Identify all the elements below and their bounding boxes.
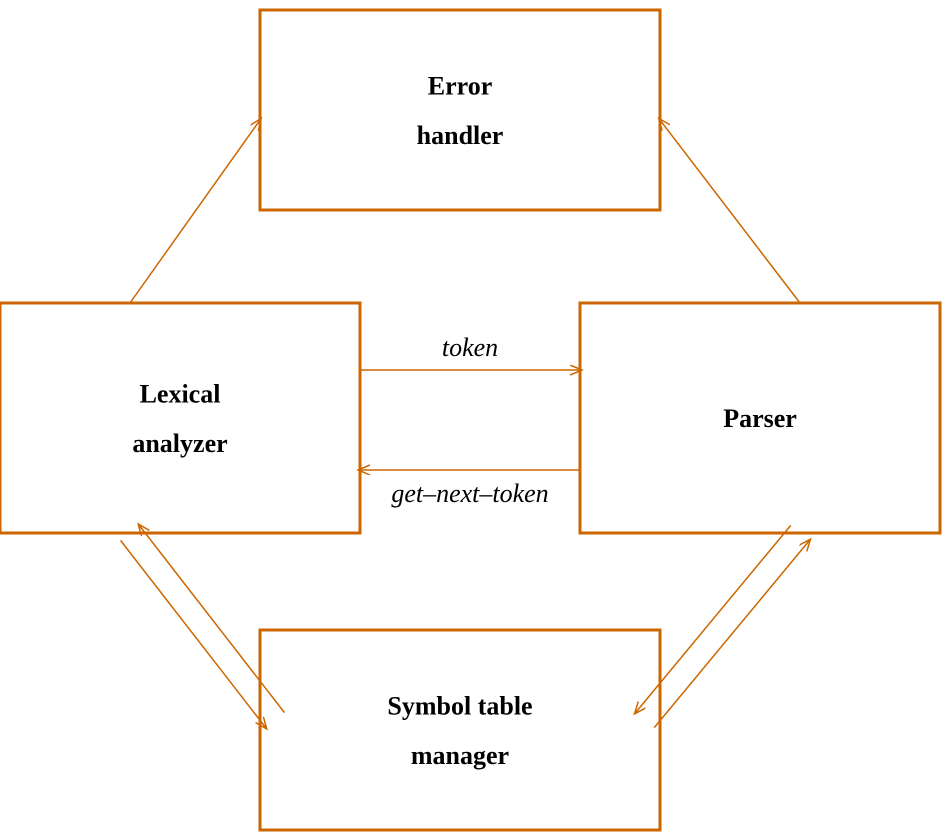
node-symtab — [260, 630, 660, 830]
node-symtab-label-1: manager — [411, 741, 509, 770]
node-error-label-1: handler — [417, 121, 504, 150]
node-error — [260, 10, 660, 210]
edge-symtab-to-parser — [654, 541, 809, 728]
node-lex-label-1: analyzer — [132, 429, 227, 458]
edge-lex-to-error — [130, 120, 260, 303]
edge-label-parser-lex: get–next–token — [391, 479, 548, 508]
node-lex — [0, 303, 360, 533]
node-symtab-label-0: Symbol table — [387, 691, 532, 720]
edge-label-lex-parser: token — [442, 333, 498, 362]
node-lex-label-0: Lexical — [140, 379, 221, 408]
edge-lex-to-symtab — [121, 540, 266, 727]
node-parser-label-0: Parser — [723, 404, 797, 433]
edge-parser-to-error — [660, 120, 800, 303]
node-error-label-0: Error — [428, 71, 493, 100]
compiler-interaction-diagram: token get–next–token Error handler Lexical an… — [0, 0, 947, 839]
edge-symtab-to-lex — [139, 526, 284, 713]
